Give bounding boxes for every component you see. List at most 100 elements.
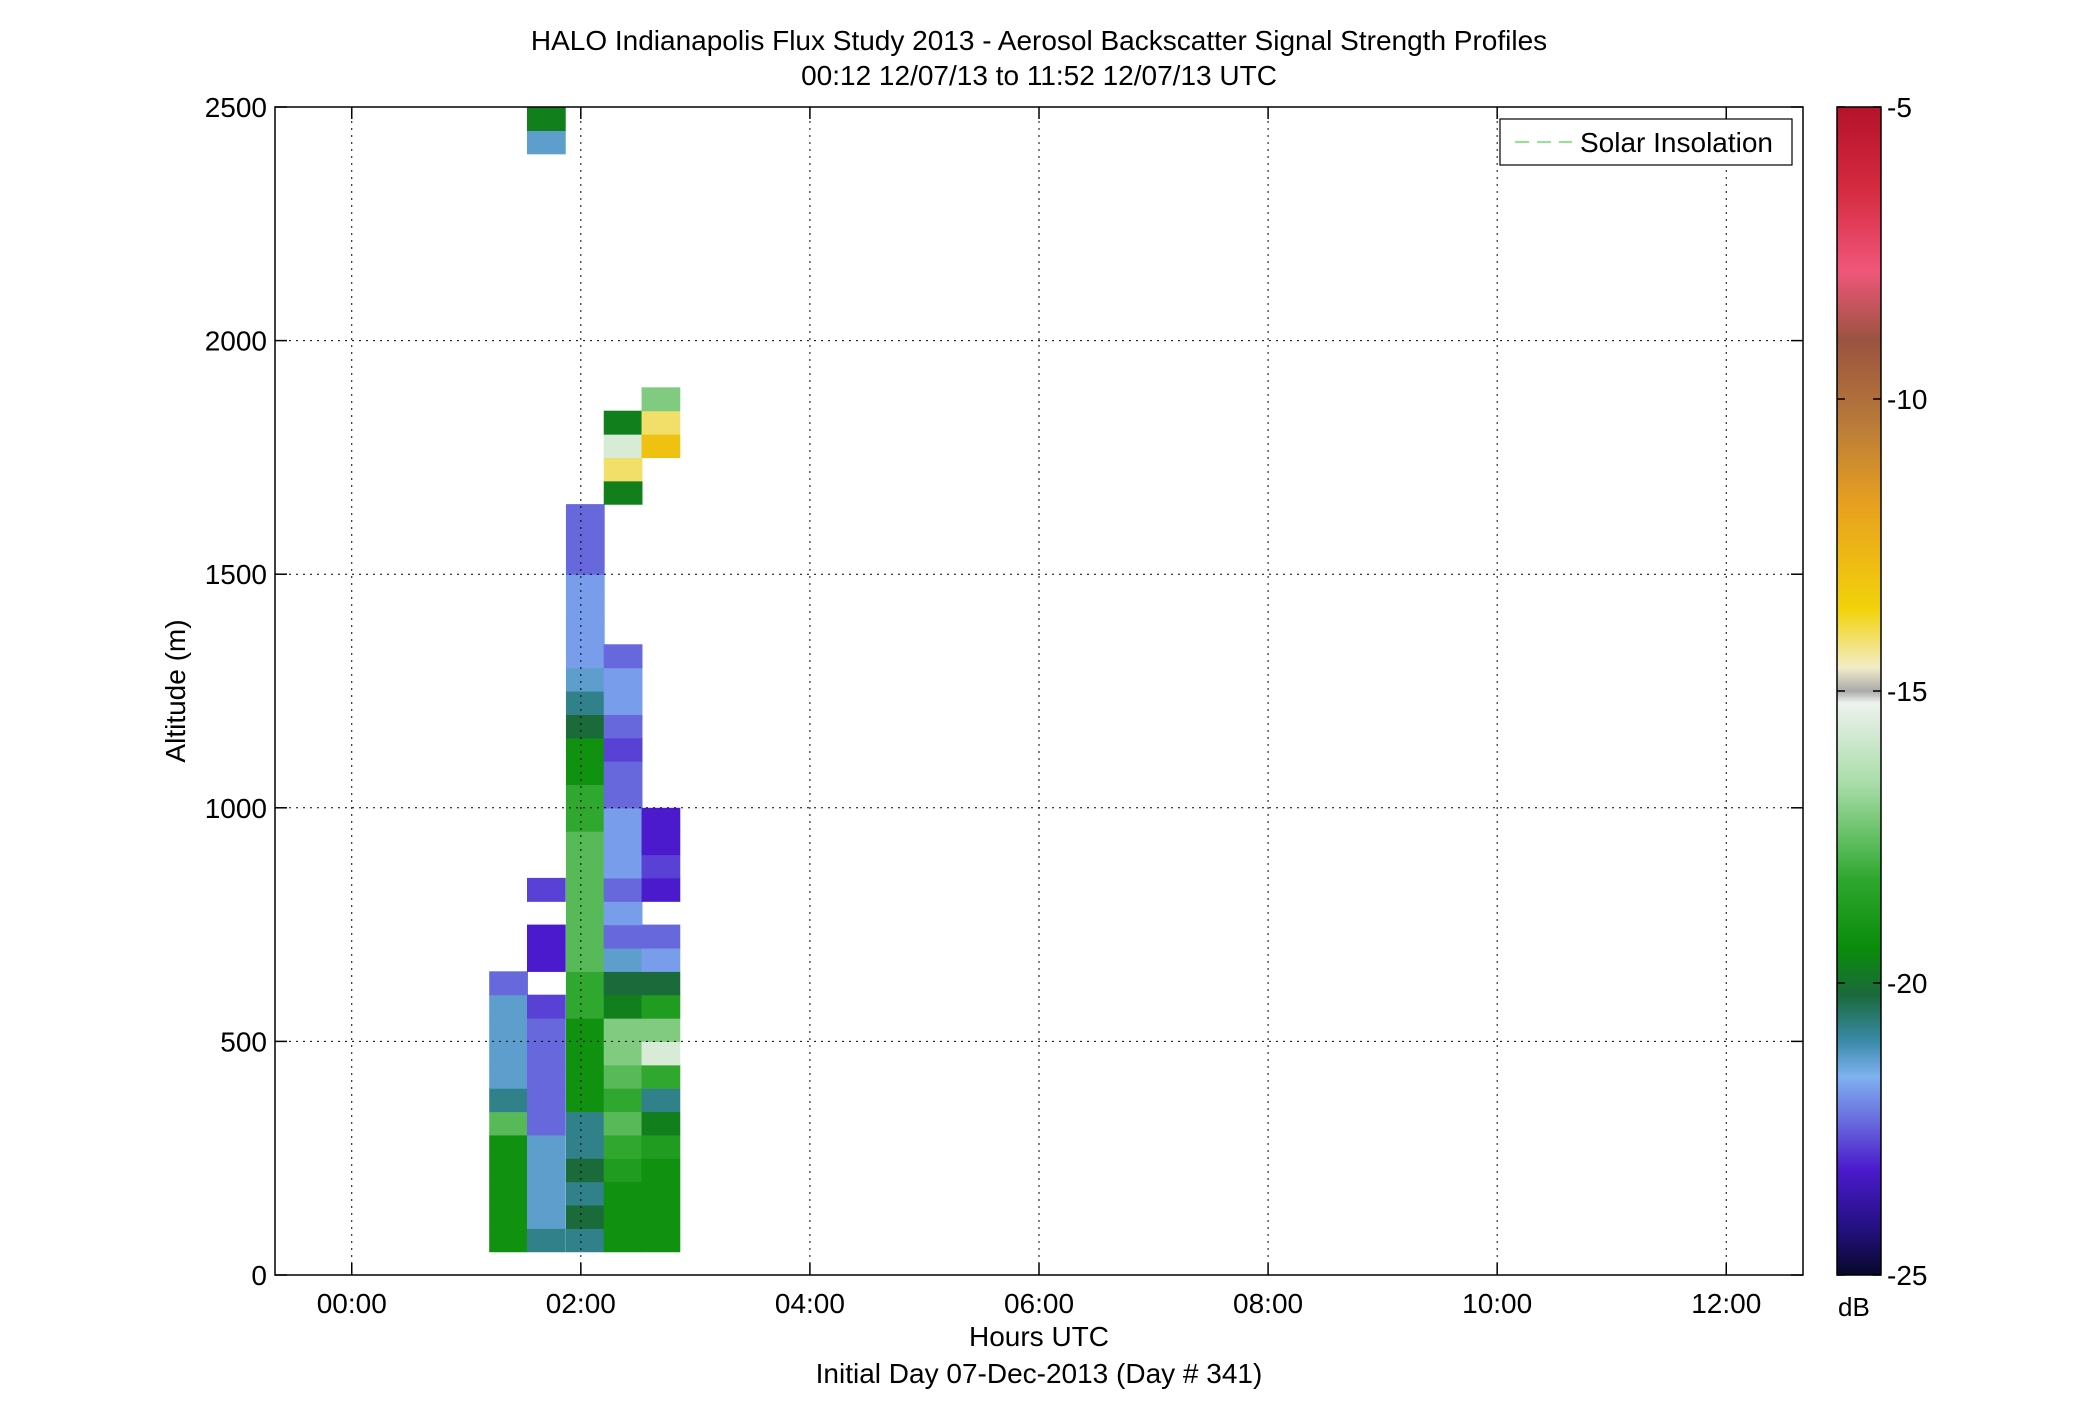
colorbar-tick-label: -20 — [1887, 968, 1927, 999]
heatmap-cell — [565, 807, 605, 832]
heatmap-cell — [641, 1158, 681, 1183]
heatmap-cell — [526, 130, 566, 155]
heatmap-cell — [641, 1111, 681, 1136]
legend: Solar Insolation — [1499, 118, 1793, 166]
heatmap-cell — [526, 877, 566, 902]
heatmap-cell — [641, 831, 681, 856]
y-tick-label: 1000 — [205, 793, 267, 824]
heatmap-cell — [526, 1158, 566, 1183]
heatmap-cell — [526, 1018, 566, 1042]
heatmap-cell — [565, 597, 605, 622]
heatmap-cell — [565, 1064, 605, 1089]
heatmap-cell — [489, 1181, 528, 1206]
heatmap-cell — [603, 877, 643, 902]
heatmap-cell — [565, 971, 605, 996]
heatmap-cell — [489, 971, 528, 996]
heatmap-cell — [565, 737, 605, 762]
y-tick-label: 0 — [251, 1260, 267, 1291]
heatmap-cell — [489, 1134, 528, 1159]
heatmap-cell — [641, 1204, 681, 1229]
heatmap-cell — [603, 1111, 643, 1136]
heatmap-cell — [603, 807, 643, 832]
heatmap-cell — [565, 877, 605, 902]
heatmap-cell — [641, 947, 681, 972]
heatmap-cell — [565, 667, 605, 692]
heatmap-cell — [565, 527, 605, 552]
y-axis-label: Altitude (m) — [160, 619, 191, 762]
heatmap-cell — [641, 877, 681, 902]
y-tick-label: 2500 — [205, 92, 267, 123]
heatmap-cell — [603, 994, 643, 1019]
heatmap-cell — [603, 924, 643, 949]
heatmap-cell — [526, 1088, 566, 1113]
heatmap-cell — [641, 434, 681, 458]
heatmap-cell — [489, 1018, 528, 1042]
heatmap-cell — [565, 1111, 605, 1136]
heatmap-cell — [526, 1228, 566, 1253]
heatmap-cell — [603, 434, 643, 458]
x-tick-label: 10:00 — [1462, 1288, 1532, 1319]
grid-lines — [275, 107, 1803, 1275]
x-tick-label: 04:00 — [775, 1288, 845, 1319]
heatmap-cell — [526, 1181, 566, 1206]
heatmap-cell — [603, 1134, 643, 1159]
heatmap-cell — [603, 831, 643, 856]
x-axis: 00:00 02:00 04:00 06:00 08:00 10:00 12:00 — [317, 107, 1761, 1319]
y-tick-label: 1500 — [205, 559, 267, 590]
heatmap-cell — [565, 994, 605, 1019]
colorbar-tick-label: -10 — [1887, 384, 1927, 415]
heatmap-cell — [565, 761, 605, 786]
heatmap-cell — [641, 410, 681, 435]
heatmap-cell — [526, 924, 566, 949]
heatmap-cell — [603, 1204, 643, 1229]
heatmap-cell — [641, 994, 681, 1019]
heatmap-cell — [489, 1088, 528, 1113]
heatmap-cell — [526, 1041, 566, 1066]
heatmap-cell — [641, 924, 681, 949]
heatmap-cell — [526, 947, 566, 972]
heatmap-cell — [603, 947, 643, 972]
x-tick-label: 00:00 — [317, 1288, 387, 1319]
heatmap-cell — [603, 457, 643, 482]
chart-subtitle: 00:12 12/07/13 to 11:52 12/07/13 UTC — [801, 60, 1277, 91]
x-tick-label: 06:00 — [1004, 1288, 1074, 1319]
heatmap-cell — [565, 1158, 605, 1183]
y-tick-label: 500 — [220, 1026, 267, 1057]
colorbar-tick-label: -25 — [1887, 1260, 1927, 1291]
heatmap-cell — [565, 831, 605, 856]
heatmap-cell — [641, 971, 681, 996]
heatmap-cell — [565, 574, 605, 599]
heatmap-cell — [565, 1134, 605, 1159]
heatmap-cell — [526, 107, 566, 131]
heatmap-cell — [565, 901, 605, 926]
colorbar-tick-label: -5 — [1887, 92, 1912, 123]
colorbar-tick-label: -15 — [1887, 676, 1927, 707]
heatmap-cell — [603, 691, 643, 715]
heatmap-cell — [603, 784, 643, 809]
x-tick-label: 12:00 — [1691, 1288, 1761, 1319]
heatmap-cell — [565, 854, 605, 879]
heatmap-cell — [603, 480, 643, 505]
heatmap-cell — [565, 1228, 605, 1253]
x-tick-label: 08:00 — [1233, 1288, 1303, 1319]
heatmap-cell — [603, 854, 643, 879]
x-axis-label: Hours UTC — [969, 1321, 1109, 1352]
heatmap-cell — [641, 1088, 681, 1113]
heatmap-cell — [641, 807, 681, 832]
heatmap-cell — [641, 1134, 681, 1159]
heatmap-cell — [489, 1204, 528, 1229]
heatmap-cell — [603, 971, 643, 996]
heatmap-cell — [565, 1041, 605, 1066]
heatmap-cell — [565, 1088, 605, 1113]
colorbar-ticks: -5 -10 -15 -20 -25 — [1837, 92, 1927, 1291]
heatmap-cell — [603, 1158, 643, 1183]
heatmap-cell — [641, 854, 681, 879]
chart-title: HALO Indianapolis Flux Study 2013 - Aero… — [531, 25, 1547, 56]
heatmap-cell — [489, 994, 528, 1019]
heatmap-cell — [603, 761, 643, 786]
heatmap-cell — [603, 1228, 643, 1253]
heatmap-cell — [565, 714, 605, 739]
legend-label: Solar Insolation — [1580, 127, 1773, 158]
heatmap-cell — [526, 1204, 566, 1229]
